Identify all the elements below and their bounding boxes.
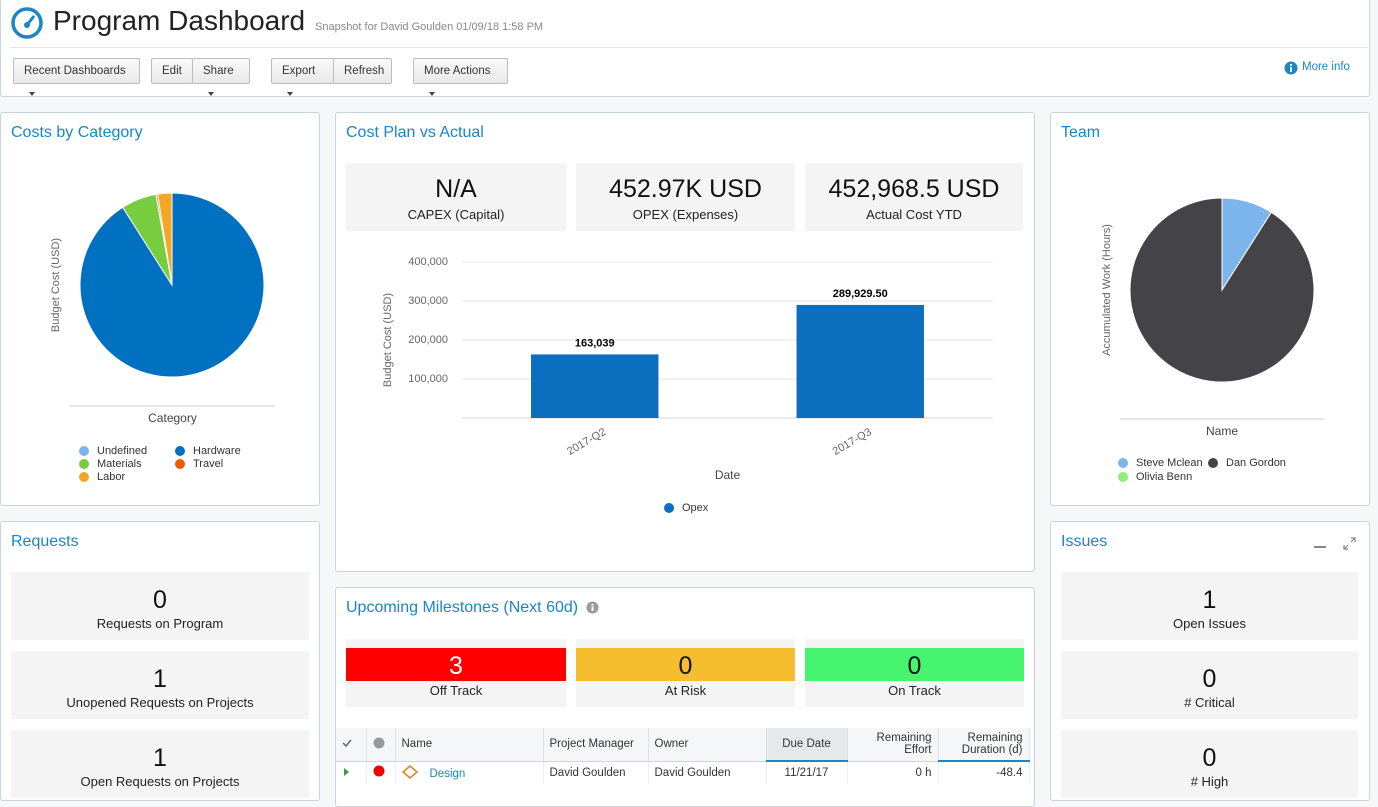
kpi-label: Actual Cost YTD — [866, 207, 962, 222]
panel-title: Costs by Category — [11, 124, 143, 141]
label: Refresh — [344, 65, 385, 77]
share-button[interactable]: Share — [192, 58, 250, 96]
status-value: 3 — [449, 652, 463, 680]
milestones-table: Name Project Manager Owner Due Date Rema… — [336, 728, 1030, 784]
label: Recent Dashboards — [24, 65, 126, 77]
label: Edit — [162, 65, 182, 77]
costs-panel — [0, 112, 320, 506]
more-info-link[interactable]: More info — [1302, 61, 1350, 73]
team-panel — [1050, 112, 1370, 506]
tile-label: Open Issues — [1173, 616, 1246, 631]
panel-title: Issues — [1061, 533, 1108, 550]
issue-tile: 0 # High — [1061, 730, 1358, 798]
status-value: 0 — [907, 652, 922, 680]
subtitle: Snapshot for David Goulden 01/09/18 1:58… — [315, 21, 544, 33]
recent-dashboards-button[interactable]: Recent Dashboards — [13, 58, 140, 96]
status-label: On Track — [888, 683, 941, 698]
status-value: 0 — [678, 652, 693, 680]
minimize-button[interactable] — [1314, 546, 1326, 548]
tile-value: 0 — [153, 586, 167, 614]
tile-value: 0 — [1202, 744, 1217, 772]
status-tile: 0 At Risk — [576, 639, 795, 707]
status-bar — [346, 648, 566, 681]
cell: -48.4 — [938, 761, 1030, 784]
divider — [10, 47, 1368, 48]
kpi-value: 452.97K USD — [609, 175, 762, 203]
tile-value: 1 — [153, 744, 167, 772]
panel-title: Upcoming Milestones (Next 60d) — [346, 599, 579, 616]
column-header[interactable]: Project Manager — [543, 728, 649, 762]
label: Share — [203, 65, 234, 77]
tile-label: # Critical — [1184, 695, 1235, 710]
column-header[interactable]: Name — [395, 728, 544, 762]
request-tile: 1 Open Requests on Projects — [11, 730, 309, 798]
refresh-button[interactable]: Refresh — [333, 58, 392, 84]
table-row[interactable]: Design David Goulden David Goulden 11/21… — [336, 761, 1030, 784]
info-icon — [1284, 61, 1298, 75]
kpi-label: CAPEX (Capital) — [407, 207, 505, 222]
cell: 0 h — [847, 761, 939, 784]
kpi-tile: 452.97K USD OPEX (Expenses) — [576, 163, 795, 231]
info-icon — [586, 601, 599, 614]
issue-tile: 0 # Critical — [1061, 651, 1358, 719]
issue-tile: 1 Open Issues — [1061, 572, 1358, 640]
cell: David Goulden — [648, 761, 767, 784]
export-button[interactable]: Export — [271, 58, 334, 96]
column-header[interactable]: Owner — [648, 728, 767, 762]
kpi-value: 452,968.5 USD — [828, 175, 1000, 203]
status-column[interactable] — [366, 728, 396, 762]
expand-button[interactable] — [1343, 537, 1356, 550]
tile-label: Requests on Program — [96, 616, 224, 631]
column-header[interactable]: Remaining Duration (d) — [938, 728, 1030, 762]
status-tile: 3 Off Track — [346, 639, 566, 707]
status-dot — [366, 761, 396, 784]
tile-value: 1 — [1202, 586, 1217, 614]
panel-title: Cost Plan vs Actual — [346, 124, 484, 141]
kpi-label: OPEX (Expenses) — [632, 207, 739, 222]
tile-value: 1 — [153, 665, 167, 693]
tile-label: Unopened Requests on Projects — [66, 695, 254, 710]
column-header[interactable]: Remaining Effort — [847, 728, 939, 762]
tile-label: Open Requests on Projects — [80, 774, 240, 789]
dashboard-icon — [11, 7, 43, 39]
header-row: Name Project Manager Owner Due Date Rema… — [336, 728, 1030, 762]
cell: David Goulden — [543, 761, 649, 784]
label: Export — [282, 65, 316, 77]
milestone-link[interactable]: Design — [429, 768, 466, 781]
request-tile: 1 Unopened Requests on Projects — [11, 651, 309, 719]
request-tile: 0 Requests on Program — [11, 572, 309, 640]
tile-value: 0 — [1202, 665, 1217, 693]
kpi-tile: N/A CAPEX (Capital) — [346, 163, 566, 231]
cell: 11/21/17 — [766, 761, 848, 784]
status-bar — [805, 648, 1024, 681]
check-column[interactable] — [336, 728, 367, 762]
edit-button[interactable]: Edit — [151, 58, 193, 84]
panel-title: Team — [1061, 124, 1101, 141]
tile-label: # High — [1190, 774, 1229, 789]
column-header[interactable]: Due Date — [766, 728, 848, 762]
name-cell: Design — [395, 761, 544, 784]
kpi-tile: 452,968.5 USD Actual Cost YTD — [805, 163, 1023, 231]
page-title: Program Dashboard — [53, 5, 306, 36]
status-bar — [576, 648, 795, 681]
expand[interactable] — [336, 761, 367, 784]
status-label: At Risk — [664, 683, 707, 698]
status-tile: 0 On Track — [805, 639, 1024, 707]
more-actions-button[interactable]: More Actions — [413, 58, 508, 96]
status-label: Off Track — [429, 683, 483, 698]
panel-title: Requests — [11, 533, 79, 550]
kpi-value: N/A — [435, 175, 477, 203]
label: More Actions — [424, 65, 491, 77]
